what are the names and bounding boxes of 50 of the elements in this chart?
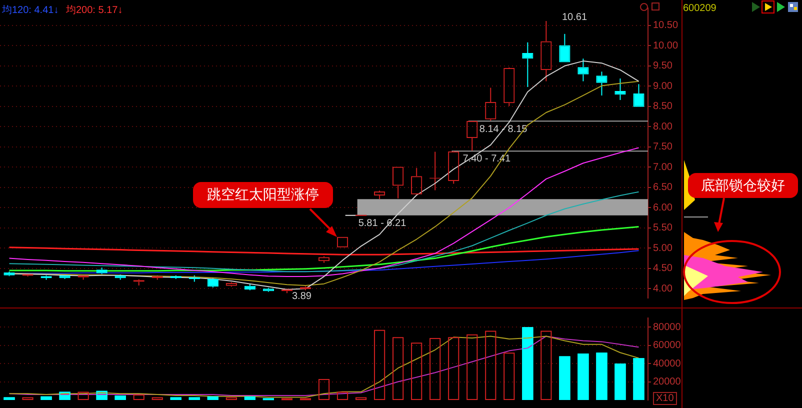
y-tick-label: 10.00 xyxy=(653,40,678,52)
bar xyxy=(22,397,34,400)
candlestick xyxy=(281,288,293,294)
annotation: 均200: 5.17↓ xyxy=(66,4,123,17)
y-tick-label: 8.50 xyxy=(653,101,673,112)
bar xyxy=(355,397,367,400)
y-tick-label: 4.50 xyxy=(653,263,673,274)
y-tick-label: 7.00 xyxy=(653,162,673,173)
text: 600209 xyxy=(683,3,716,14)
bar xyxy=(374,330,386,400)
candlestick xyxy=(262,287,274,292)
bar xyxy=(133,394,144,400)
candlestick xyxy=(522,42,534,88)
candlestick xyxy=(614,78,626,100)
bar xyxy=(466,334,478,400)
y-tick-label: 9.00 xyxy=(653,80,673,92)
y-tick-label: 8.00 xyxy=(653,121,673,132)
y-tick-label: 7.50 xyxy=(653,142,673,153)
text: X10 xyxy=(653,392,677,405)
bar xyxy=(152,397,163,400)
y-tick-label: 5.00 xyxy=(653,242,673,254)
y-tick-label: 9.50 xyxy=(653,60,673,72)
bar xyxy=(540,330,552,400)
annotation: 跳空红太阳型涨停 xyxy=(193,182,333,208)
y-tick-label: 6.00 xyxy=(653,202,673,214)
candlestick xyxy=(4,271,15,277)
text: 底部锁仓较好 xyxy=(688,173,798,198)
bar xyxy=(430,338,441,400)
bar xyxy=(485,330,496,400)
y-tick-label: 10.50 xyxy=(653,20,678,32)
y-tick-label: 40000 xyxy=(653,358,682,370)
bar xyxy=(78,392,89,400)
y-tick-label: 6.50 xyxy=(653,182,673,194)
annotation: 10.61 xyxy=(562,12,588,23)
candlestick xyxy=(244,283,256,291)
y-tick-label: 20000 xyxy=(653,376,682,388)
bar xyxy=(448,337,460,400)
annotation: 均120: 4.41↓ xyxy=(2,4,59,17)
candlestick xyxy=(96,267,108,275)
y-tick-label: 80000 xyxy=(653,322,682,333)
bar xyxy=(336,392,348,400)
bar xyxy=(411,342,422,400)
bar xyxy=(504,352,515,400)
annotation: 3.89 xyxy=(292,291,312,302)
y-tick-label: 4.00 xyxy=(653,283,673,294)
y-tick-label: 60000 xyxy=(653,340,682,352)
bar xyxy=(226,397,237,400)
y-tick-label: 5.50 xyxy=(653,222,673,234)
bar xyxy=(392,337,404,400)
bar xyxy=(318,379,330,400)
